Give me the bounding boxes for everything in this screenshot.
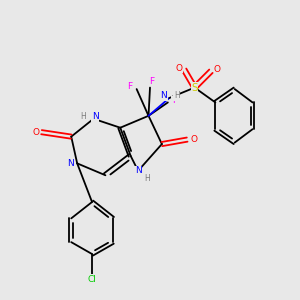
Text: Cl: Cl [88, 275, 97, 284]
Text: O: O [190, 135, 197, 144]
Text: O: O [175, 64, 182, 73]
Text: H: H [144, 174, 150, 183]
Text: F: F [149, 76, 154, 85]
Text: F: F [172, 97, 177, 106]
Text: N: N [92, 112, 98, 121]
Text: O: O [214, 65, 221, 74]
Text: F: F [128, 82, 133, 91]
Text: N: N [160, 92, 167, 100]
Text: S: S [191, 82, 198, 93]
Text: N: N [67, 159, 74, 168]
Text: H: H [80, 112, 86, 121]
Text: O: O [33, 128, 40, 137]
Text: H: H [174, 92, 180, 100]
Text: N: N [135, 166, 142, 175]
